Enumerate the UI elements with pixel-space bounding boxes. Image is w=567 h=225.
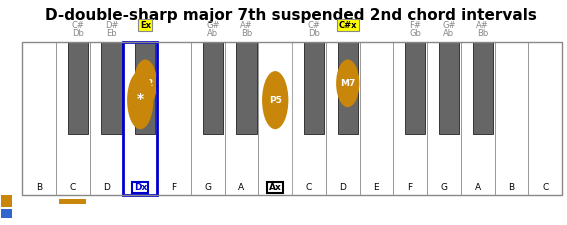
Text: Gb: Gb xyxy=(409,29,421,38)
Text: F#: F# xyxy=(409,20,421,29)
Ellipse shape xyxy=(127,71,154,129)
Text: *: * xyxy=(137,92,144,106)
Bar xyxy=(124,42,157,195)
Text: M2: M2 xyxy=(138,79,153,88)
Bar xyxy=(326,42,359,195)
Bar xyxy=(135,42,155,134)
Bar xyxy=(427,42,461,195)
Bar xyxy=(494,42,528,195)
Bar xyxy=(1,195,12,207)
Text: A: A xyxy=(475,183,481,192)
Bar xyxy=(393,42,427,195)
Text: F: F xyxy=(408,183,413,192)
Ellipse shape xyxy=(262,71,289,129)
Bar xyxy=(157,42,191,195)
Text: C: C xyxy=(306,183,312,192)
Bar xyxy=(101,42,122,134)
Text: F: F xyxy=(171,183,176,192)
Text: B: B xyxy=(36,183,42,192)
Bar xyxy=(472,42,493,134)
Bar xyxy=(359,42,393,195)
Text: G: G xyxy=(441,183,447,192)
Text: basicmusictheory.com: basicmusictheory.com xyxy=(4,77,9,139)
Text: C#: C# xyxy=(307,20,320,29)
Bar xyxy=(259,42,292,195)
Text: G#: G# xyxy=(206,20,219,29)
Text: C#: C# xyxy=(71,20,84,29)
Bar xyxy=(439,42,459,134)
Bar xyxy=(1,209,12,218)
Text: Dx: Dx xyxy=(134,183,147,192)
Ellipse shape xyxy=(336,59,359,107)
Text: D: D xyxy=(103,183,110,192)
Bar xyxy=(225,42,259,195)
Text: M7: M7 xyxy=(340,79,356,88)
Text: E: E xyxy=(374,183,379,192)
Text: A#: A# xyxy=(476,20,489,29)
Text: A#: A# xyxy=(240,20,253,29)
Bar xyxy=(292,42,326,195)
Text: Ax: Ax xyxy=(269,183,282,192)
Bar xyxy=(304,42,324,134)
Bar xyxy=(22,42,562,195)
Text: D: D xyxy=(339,183,346,192)
Bar xyxy=(60,199,86,204)
Bar xyxy=(124,42,157,195)
Bar xyxy=(90,42,124,195)
Text: P5: P5 xyxy=(269,96,282,105)
Bar xyxy=(202,42,223,134)
Text: C#x: C#x xyxy=(338,20,357,29)
Bar xyxy=(191,42,225,195)
Text: G#: G# xyxy=(442,20,456,29)
Bar xyxy=(528,42,562,195)
Text: Ex: Ex xyxy=(140,20,151,29)
Text: Db: Db xyxy=(308,29,320,38)
Bar xyxy=(67,42,88,134)
Bar xyxy=(56,42,90,195)
Bar xyxy=(405,42,425,134)
Text: Eb: Eb xyxy=(106,29,117,38)
Bar xyxy=(236,42,257,134)
Bar xyxy=(337,42,358,134)
Text: D#: D# xyxy=(105,20,119,29)
Text: C: C xyxy=(70,183,76,192)
Text: G: G xyxy=(204,183,211,192)
Text: Bb: Bb xyxy=(477,29,488,38)
Text: Ab: Ab xyxy=(443,29,455,38)
Bar xyxy=(22,42,56,195)
Ellipse shape xyxy=(134,59,157,107)
Text: B: B xyxy=(509,183,514,192)
Bar xyxy=(461,42,494,195)
Text: Ab: Ab xyxy=(207,29,218,38)
Text: D-double-sharp major 7th suspended 2nd chord intervals: D-double-sharp major 7th suspended 2nd c… xyxy=(45,8,536,23)
Text: C: C xyxy=(542,183,548,192)
Text: Bb: Bb xyxy=(241,29,252,38)
Text: Db: Db xyxy=(72,29,84,38)
Text: A: A xyxy=(238,183,244,192)
